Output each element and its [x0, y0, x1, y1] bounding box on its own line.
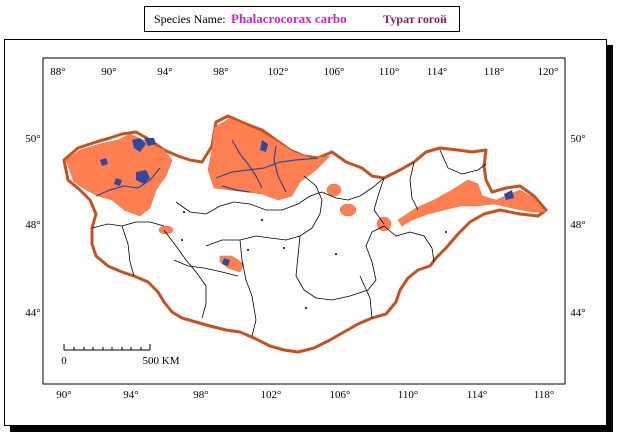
right-lat-label: 48° [570, 219, 585, 231]
town-dot [445, 231, 447, 233]
species-range [65, 117, 547, 273]
species-name-label: Species Name: [154, 12, 226, 26]
admin-line-10 [409, 161, 419, 211]
admin-line-15 [303, 175, 323, 229]
latin-species-name: Phalacrocorax carbo [231, 11, 347, 26]
left-lat-label: 48° [25, 219, 40, 231]
scale-start-label: 0 [61, 355, 67, 367]
river-5 [221, 185, 251, 193]
lake-4 [114, 178, 122, 186]
admin-line-5 [295, 235, 317, 299]
right-lat-label: 44° [570, 307, 585, 319]
admin-line-14 [173, 259, 239, 277]
range-patch-small-2 [326, 183, 342, 197]
scale-bar: 0 500 KM [61, 344, 180, 367]
river-2 [215, 157, 319, 179]
admin-line-11 [439, 149, 487, 175]
bottom-lon-label: 106° [330, 389, 351, 401]
lake-5 [100, 158, 108, 166]
town-dot [183, 211, 185, 213]
admin-line-1 [175, 191, 323, 215]
top-longitude-labels: 88° 90° 94° 98° 102° 106° 110° 114° 118°… [50, 66, 558, 78]
top-lon-label: 120° [538, 66, 559, 78]
species-header: Species Name: Phalacrocorax carbo Турат … [144, 6, 460, 32]
admin-line-4 [239, 239, 257, 337]
admin-line-13 [121, 225, 135, 277]
town-dot [283, 247, 285, 249]
lake-3 [136, 170, 150, 184]
lake-7 [222, 258, 230, 266]
range-patch-west [65, 133, 173, 217]
top-lon-label: 106° [324, 66, 345, 78]
admin-line-16 [321, 177, 385, 201]
scale-end-label: 500 KM [143, 355, 180, 367]
river-3 [231, 139, 263, 189]
town-dot [247, 249, 249, 251]
top-lon-label: 102° [268, 66, 289, 78]
town-dot [181, 239, 183, 241]
bottom-lon-label: 110° [398, 389, 419, 401]
admin-line-2 [163, 229, 207, 319]
lakes [100, 138, 514, 266]
top-lon-label: 90° [101, 66, 116, 78]
bottom-lon-label: 94° [123, 389, 138, 401]
top-lon-label: 98° [213, 66, 228, 78]
country-border [62, 114, 548, 354]
bottom-longitude-labels: 90° 94° 98° 102° 106° 110° 114° 118° [56, 389, 554, 401]
river-1 [95, 167, 161, 197]
admin-boundaries [91, 149, 487, 337]
bottom-lon-label: 114° [467, 389, 488, 401]
top-lon-label: 88° [50, 66, 65, 78]
river-4 [273, 145, 287, 193]
top-lon-label: 94° [157, 66, 172, 78]
local-species-name: Турат гогой [383, 12, 447, 26]
rivers [95, 139, 319, 197]
bottom-lon-label: 98° [193, 389, 208, 401]
left-latitude-labels: 50° 48° 44° [25, 133, 40, 319]
right-latitude-labels: 50° 48° 44° [570, 133, 585, 319]
towns [181, 211, 447, 309]
admin-line-8 [383, 225, 435, 263]
bottom-lon-label: 102° [261, 389, 282, 401]
range-patch-north-central [207, 117, 331, 201]
admin-line-9 [373, 177, 385, 225]
top-lon-label: 118° [484, 66, 505, 78]
admin-line-12 [91, 221, 165, 229]
range-patch-small-1 [158, 225, 174, 235]
left-lat-label: 50° [25, 133, 40, 145]
lake-8 [504, 190, 514, 200]
left-lat-label: 44° [25, 307, 40, 319]
right-lat-label: 50° [570, 133, 585, 145]
admin-line-3 [205, 227, 313, 247]
range-patch-small-3 [339, 203, 357, 217]
admin-line-6 [315, 225, 385, 301]
bottom-lon-label: 118° [534, 389, 555, 401]
range-patch-east [397, 179, 547, 227]
top-lon-label: 114° [427, 66, 448, 78]
town-dot [305, 307, 307, 309]
lake-6 [260, 140, 268, 152]
lake-1 [132, 138, 146, 152]
top-lon-label: 110° [379, 66, 400, 78]
admin-line-7 [359, 275, 373, 319]
town-dot [335, 253, 337, 255]
bottom-lon-label: 90° [56, 389, 71, 401]
lake-2 [144, 138, 156, 146]
town-dot [261, 219, 263, 221]
